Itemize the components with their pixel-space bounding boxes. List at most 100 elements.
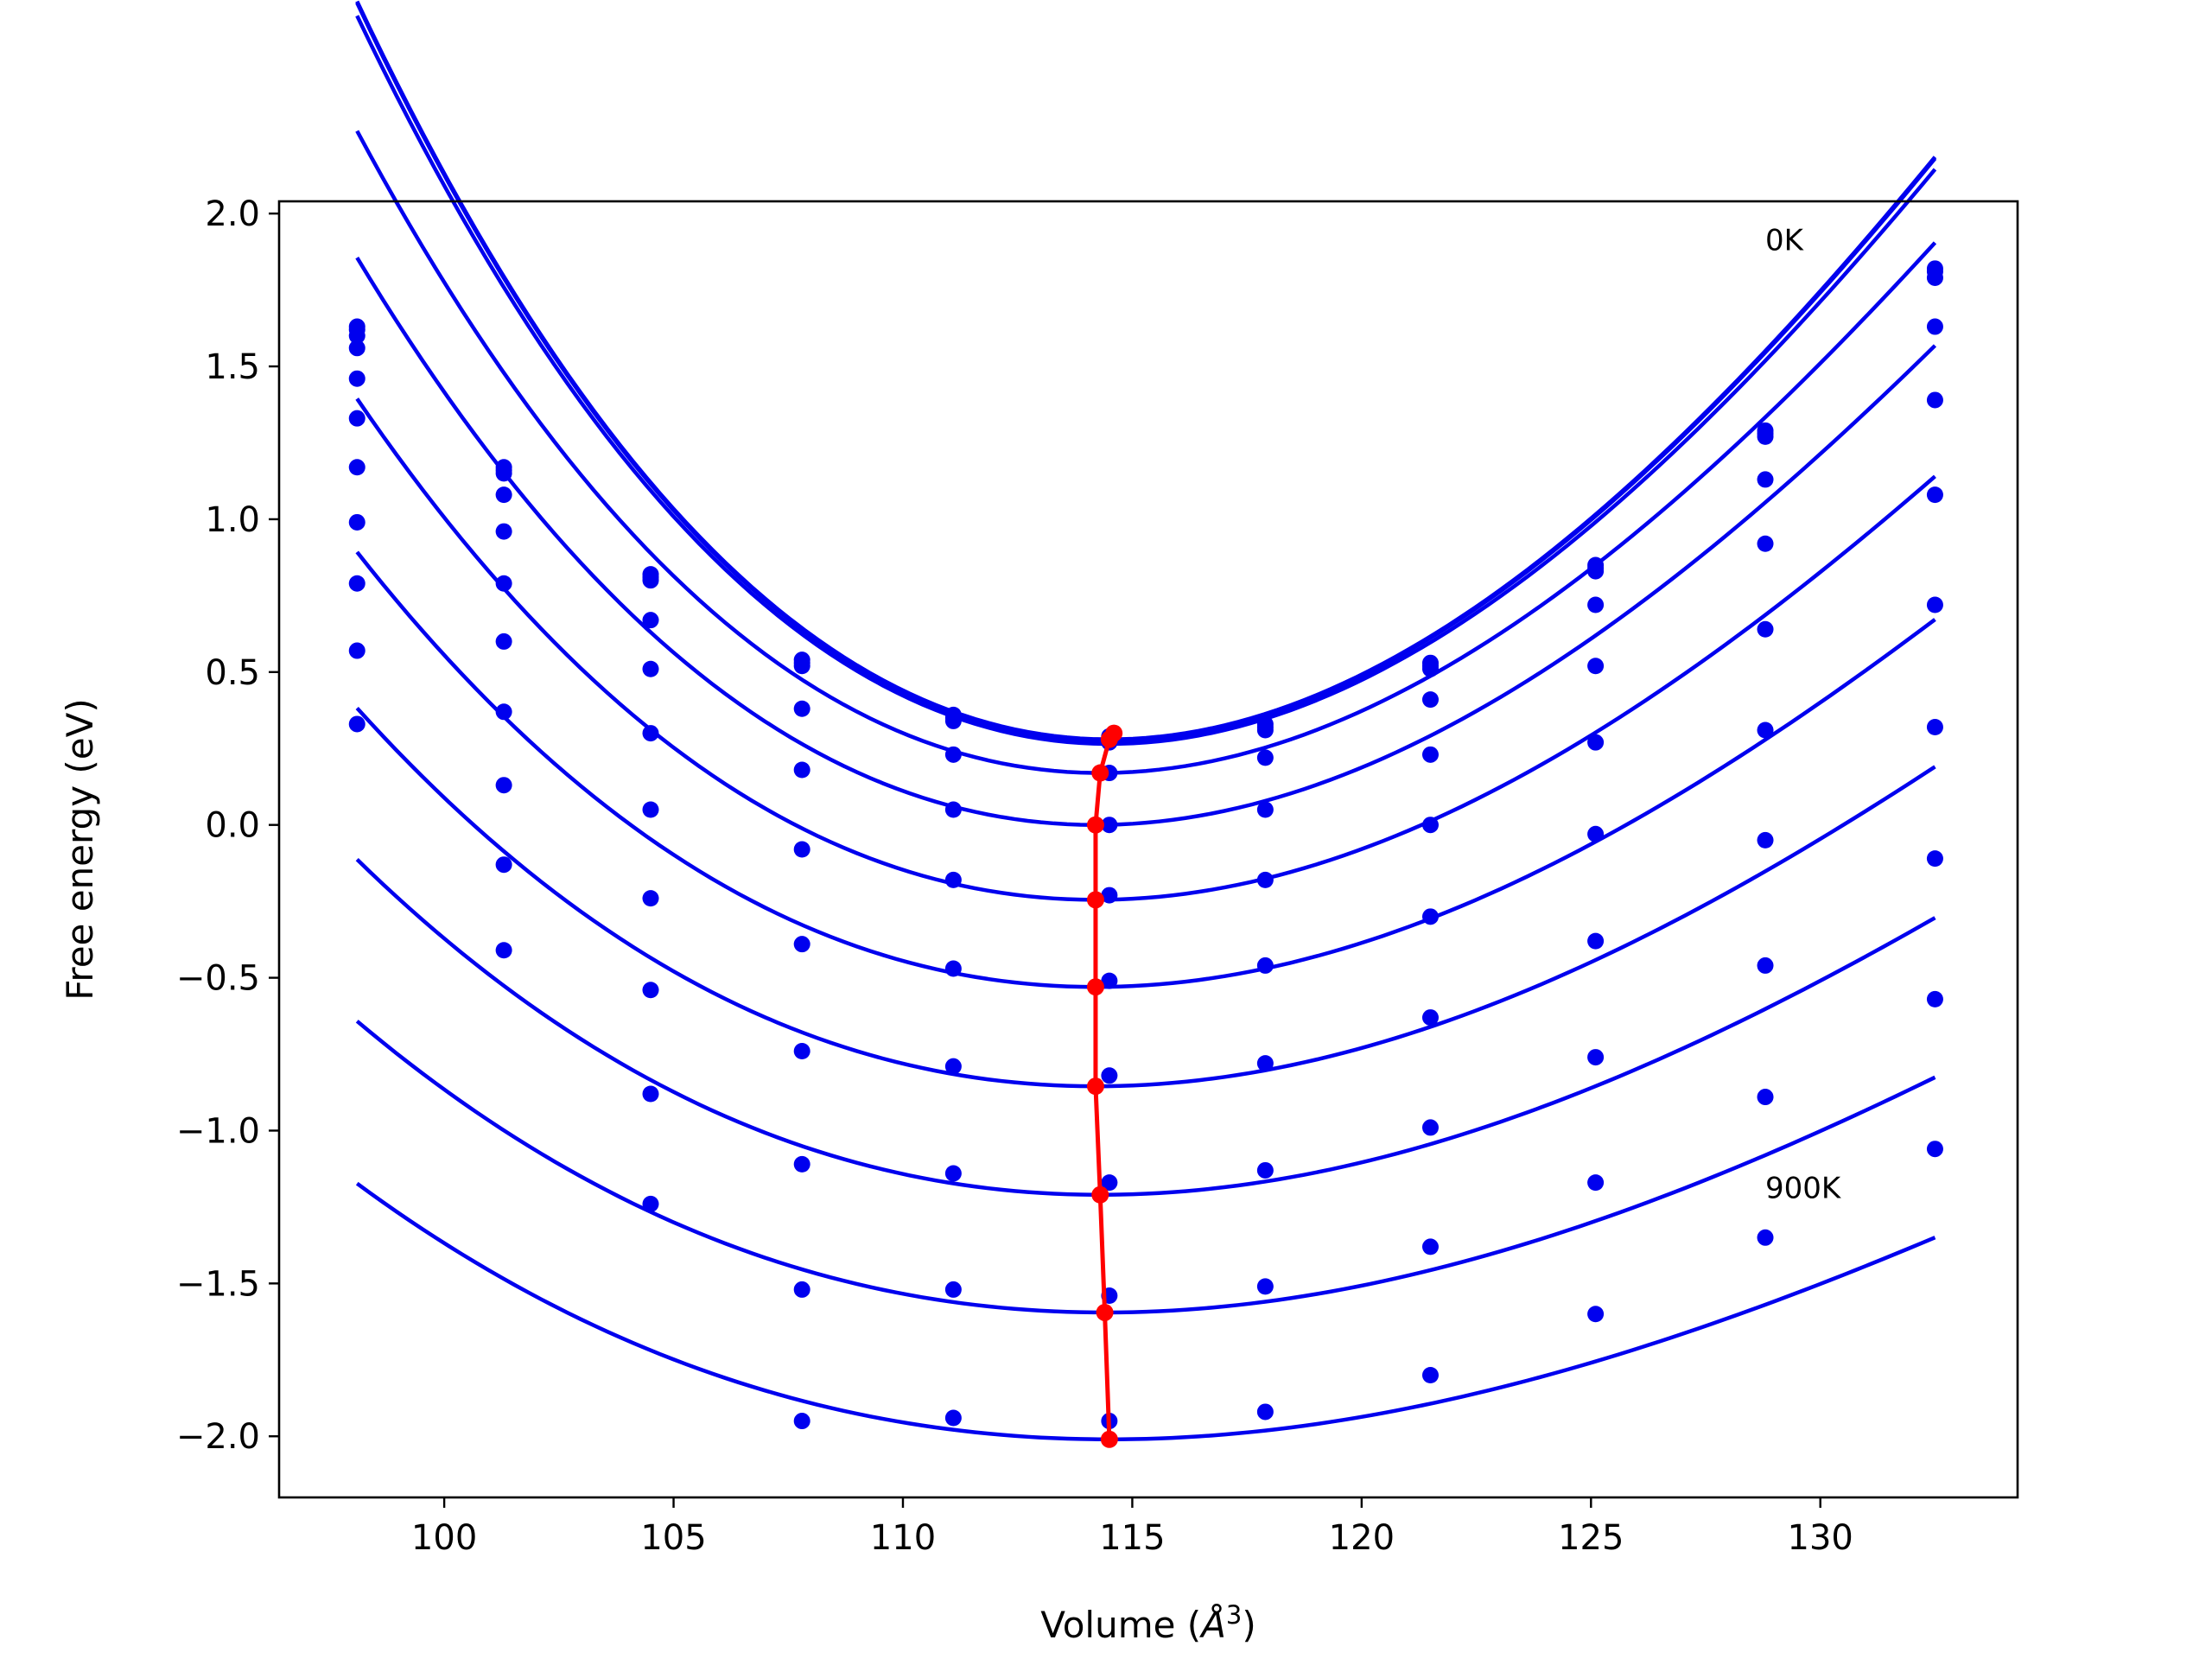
data-point [944,712,962,729]
data-point [495,486,512,504]
fit-curves [355,0,1937,1442]
data-point [348,575,365,592]
data-point [1926,391,1943,409]
data-point [348,642,365,659]
minimum-point [1100,730,1118,748]
data-point [642,1195,659,1212]
data-point [642,1085,659,1103]
data-point [793,841,810,858]
data-point [1256,1055,1274,1072]
data-point [1101,817,1118,834]
y-tick-label: −2.0 [176,1417,260,1457]
data-point [1926,596,1943,613]
data-point [1421,908,1439,925]
minimum-point [1091,1185,1109,1204]
data-point [1587,932,1605,950]
data-point [642,801,659,818]
data-point [1256,801,1274,818]
minimum-point [1086,891,1104,909]
data-point [495,777,512,794]
y-tick-label: 0.5 [205,653,260,693]
fit-curve-4 [355,257,1937,827]
data-point [642,572,659,589]
data-point [1587,734,1605,751]
data-point [1421,1119,1439,1136]
data-point [944,871,962,888]
data-point [1757,535,1774,552]
x-tick-label: 115 [1099,1518,1165,1558]
data-point [944,1058,962,1075]
data-point [1421,1009,1439,1027]
fit-curve-8 [355,858,1936,1197]
data-point [1421,746,1439,763]
fit-curve-3 [355,130,1937,775]
data-point [1926,990,1943,1007]
minimum-line-path [1093,732,1116,1440]
x-axis-label: Volume (Å3) [1040,1600,1256,1646]
data-point [495,632,512,650]
y-tick-label: 1.5 [205,347,260,387]
data-point [348,340,365,357]
data-point [793,1155,810,1173]
data-point [1587,1049,1605,1066]
data-point [793,1042,810,1059]
minimum-line [1086,724,1123,1448]
minimum-point [1086,816,1104,834]
fit-curve-5 [355,397,1936,902]
y-tick-label: −0.5 [176,959,260,999]
data-point [1757,1229,1774,1246]
annotations: 0K 900K [1765,224,1842,1206]
minimum-point [1100,1430,1118,1448]
fit-curve-2 [355,15,1937,747]
data-point [348,715,365,733]
data-point [1587,825,1605,842]
data-point [495,575,512,592]
data-point [1926,318,1943,335]
plot-frame [277,200,2019,1499]
data-point [1926,850,1943,868]
annotation-label: 0K [1765,224,1805,258]
y-tick-label: −1.5 [176,1264,260,1304]
data-point [495,942,512,959]
data-point [348,410,365,427]
data-point [348,459,365,476]
fit-curve-9 [355,1020,1936,1315]
y-tick-label: 2.0 [205,194,260,234]
data-point [1926,269,1943,286]
fit-curve-6 [355,550,1936,989]
data-point [495,465,512,482]
x-tick-label: 100 [411,1518,477,1558]
fit-curve-7 [355,706,1936,1089]
data-point [1421,660,1439,677]
data-point [1757,471,1774,488]
data-point [793,1281,810,1298]
data-point [793,936,810,953]
data-point [1421,817,1439,834]
minimum-point [1086,978,1104,996]
y-tick-label: 0.0 [205,806,260,846]
annotation-label: 900K [1765,1171,1842,1205]
data-point [944,1409,962,1427]
y-tick-label: −1.0 [176,1111,260,1151]
data-point [495,856,512,874]
data-point [793,1413,810,1430]
data-point [1757,428,1774,445]
x-tick-label: 105 [640,1518,706,1558]
data-point [348,513,365,531]
data-point [944,1281,962,1298]
fit-curve-1 [355,2,1937,743]
data-point [1256,871,1274,888]
data-point [1587,1306,1605,1323]
data-point [642,725,659,742]
y-tick-label: 1.0 [205,500,260,540]
data-point [793,761,810,779]
data-point [1926,718,1943,735]
data-point [1256,1278,1274,1295]
data-point [944,1165,962,1182]
data-point [642,982,659,999]
y-axis-ticks: −2.0 −1.5 −1.0 −0.5 0.0 0.5 1.0 1.5 2.0 [176,194,279,1457]
minimum-point [1091,764,1109,782]
data-point [944,801,962,818]
